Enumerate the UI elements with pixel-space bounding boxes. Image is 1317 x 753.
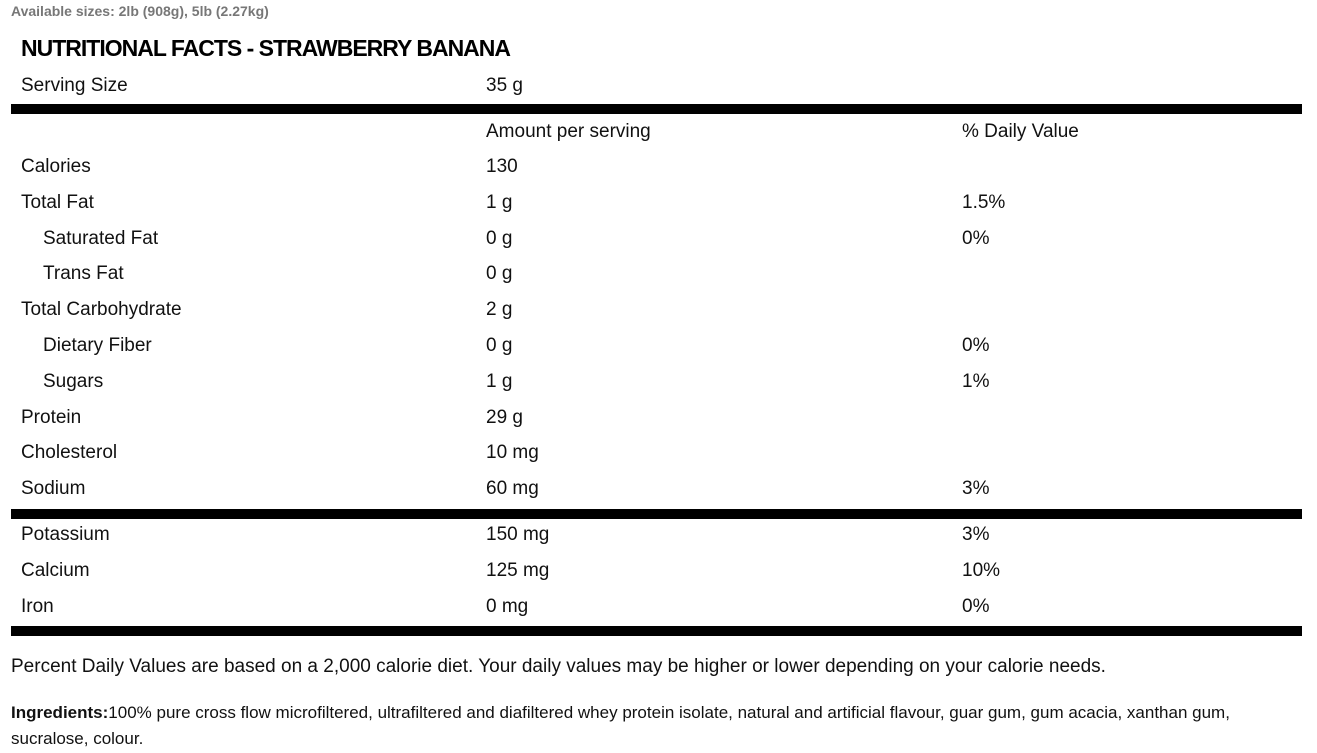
nutrient-name: Total Fat [21,191,94,213]
divider [11,626,1302,636]
amount: 125 mg [486,559,550,581]
nutrient-name: Dietary Fiber [43,335,152,356]
serving-label: Serving Size [21,75,128,96]
nutrient-name: Total Carbohydrate [21,299,182,321]
nutrient-name: Calories [21,156,91,177]
nutrient-name: Cholesterol [21,442,118,464]
footnote: Percent Daily Values are based on a 2,00… [11,656,1106,677]
daily-value: 3% [962,524,990,545]
amount: 0 g [486,335,513,356]
nutrient-name: Sodium [21,478,86,500]
column-header: Amount per serving [486,121,651,142]
nutrient-name: Calcium [21,559,90,581]
amount: 150 mg [486,524,550,545]
nutrient-name: Saturated Fat [43,227,159,249]
daily-value: 0% [962,227,990,249]
amount: 0 g [486,227,513,249]
daily-value: 1% [962,370,990,392]
title: NUTRITIONAL FACTS - STRAWBERRY BANANA [21,35,511,61]
serving-value: 35 g [486,75,523,96]
nutrient-name: Protein [21,406,82,428]
amount: 29 g [486,406,523,428]
nutrient-name: Iron [21,595,54,617]
nutrient-name: Trans Fat [43,263,124,285]
amount: 0 g [486,263,513,285]
column-header: % Daily Value [962,121,1079,142]
ingredients-text: 100% pure cross flow microfiltered, ultr… [11,703,1230,748]
amount: 1 g [486,370,513,392]
amount: 10 mg [486,442,539,464]
daily-value: 0% [962,335,990,356]
nutrient-name: Potassium [21,524,110,545]
daily-value: 3% [962,478,990,500]
ingredients-label: Ingredients: [11,703,109,722]
daily-value: 0% [962,595,990,617]
amount: 130 [486,156,518,177]
divider [11,104,1302,114]
available-sizes: Available sizes: 2lb (908g), 5lb (2.27kg… [11,3,269,19]
ingredients: Ingredients:100% pure cross flow microfi… [11,700,1306,752]
nutrient-name: Sugars [43,370,104,392]
amount: 2 g [486,299,513,321]
amount: 1 g [486,191,513,213]
daily-value: 1.5% [962,191,1006,213]
amount: 60 mg [486,478,539,500]
divider [11,509,1302,519]
daily-value: 10% [962,559,1001,581]
amount: 0 mg [486,595,529,617]
